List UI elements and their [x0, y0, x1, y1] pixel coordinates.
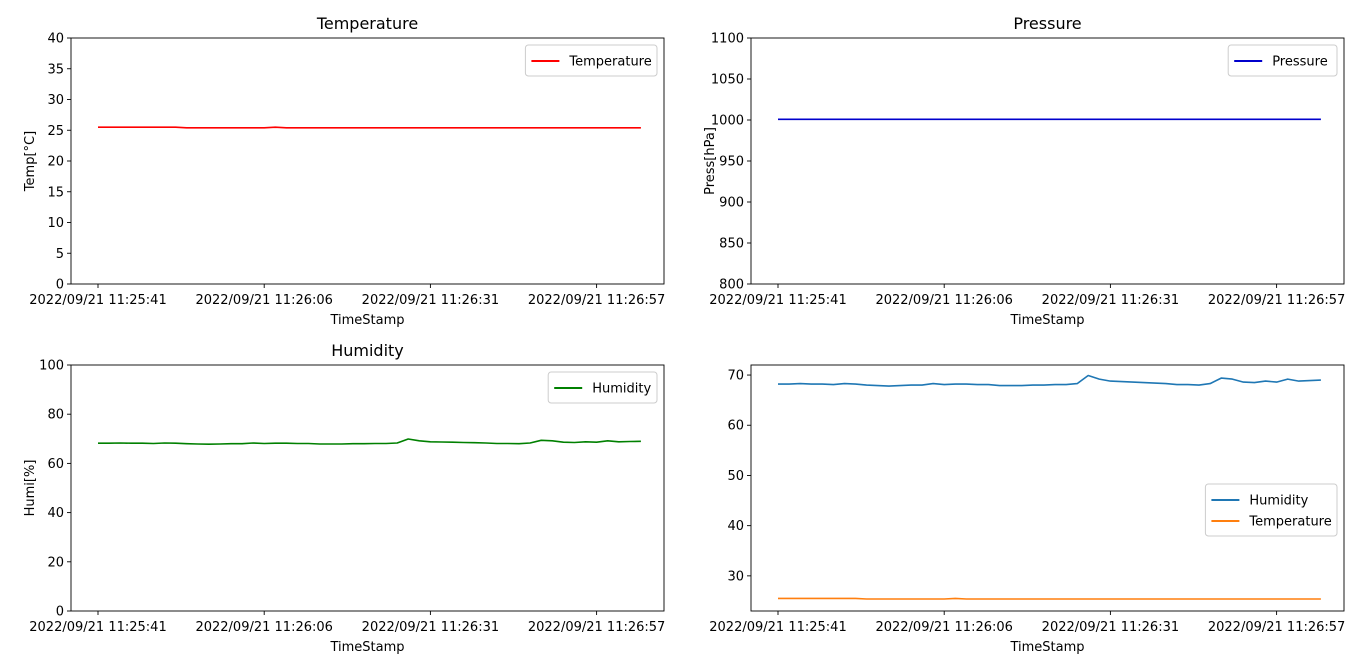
y-axis-label: Press[hPa]: [703, 127, 718, 195]
y-tick-label: 850: [719, 237, 744, 252]
chart-panel-2: 800 850 900 950 1000 1050 1100 2022/09/21 11:25…: [703, 14, 1345, 328]
chart-panel-4: 30 40 50 60 70 2022/09/21 11:25:41 2022/09/21 …: [709, 364, 1345, 655]
y-tick-label: 5: [56, 247, 64, 262]
x-tick-label: 2022/09/21 11:26:57: [528, 293, 665, 308]
x-tick-label: 2022/09/21 11:26:06: [875, 293, 1012, 308]
y-tick-label: 35: [47, 62, 64, 77]
x-tick-label: 2022/09/21 11:26:06: [875, 620, 1012, 635]
y-tick-label: 70: [727, 369, 744, 384]
y-tick-label: 900: [719, 196, 744, 211]
y-tick-label: 15: [47, 185, 64, 200]
x-tick-label: 2022/09/21 11:26:31: [362, 293, 499, 308]
series-line-humidity: [98, 438, 641, 446]
legend: Humidity Temperature: [1204, 483, 1338, 537]
x-axis-label: TimeStamp: [329, 313, 404, 328]
chart-title: Temperature: [316, 14, 418, 33]
x-tick-label: 2022/09/21 11:26:57: [1208, 620, 1345, 635]
chart-title: Pressure: [1013, 14, 1081, 33]
chart-panel-3: 0 20 40 60 80 100 2022/09/21 11:25:41 2022/09/2…: [23, 341, 665, 655]
y-tick-label: 40: [47, 32, 64, 47]
y-axis-label: Temp[°C]: [23, 131, 38, 192]
legend-label: Pressure: [1272, 55, 1328, 70]
y-tick-label: 60: [47, 457, 64, 472]
x-tick-label: 2022/09/21 11:26:57: [528, 620, 665, 635]
y-tick-label: 25: [47, 124, 64, 139]
legend-box: [547, 371, 658, 404]
y-tick-label: 0: [56, 605, 64, 620]
x-tick-label: 2022/09/21 11:25:41: [709, 293, 846, 308]
legend: Humidity: [547, 371, 658, 404]
y-tick-label: 800: [719, 278, 744, 293]
x-tick-label: 2022/09/21 11:26:31: [362, 620, 499, 635]
y-tick-label: 50: [727, 469, 744, 484]
x-axis-label: TimeStamp: [329, 640, 404, 655]
series-line-temperature: [98, 126, 641, 129]
plot-frame: [70, 37, 665, 285]
legend: Pressure: [1227, 44, 1338, 77]
chart-panel-1: 0 5 10 15 20 25 30 35 40 2022/09/21 11:25:41 2022/…: [23, 14, 665, 328]
y-tick-label: 100: [39, 359, 64, 374]
y-tick-label: 10: [47, 216, 64, 231]
x-tick-label: 2022/09/21 11:25:41: [29, 620, 166, 635]
legend-box: [1204, 483, 1338, 537]
x-tick-label: 2022/09/21 11:26:06: [195, 620, 332, 635]
plot-frame: [70, 364, 665, 612]
series-line-temperature: [778, 597, 1321, 600]
y-tick-label: 1050: [711, 73, 744, 88]
x-tick-label: 2022/09/21 11:26:31: [1042, 293, 1179, 308]
y-tick-label: 20: [47, 155, 64, 170]
y-tick-label: 30: [47, 93, 64, 108]
y-tick-label: 80: [47, 408, 64, 423]
y-tick-label: 950: [719, 155, 744, 170]
legend-box: [1227, 44, 1338, 77]
y-tick-label: 40: [727, 519, 744, 534]
x-axis-label: TimeStamp: [1009, 313, 1084, 328]
legend-label: Temperature: [1248, 515, 1331, 530]
legend-box: [524, 44, 658, 77]
y-tick-label: 40: [47, 506, 64, 521]
series-line-humidity: [778, 374, 1321, 387]
y-tick-label: 60: [727, 419, 744, 434]
y-tick-label: 1100: [711, 32, 744, 47]
legend-label: Temperature: [568, 55, 651, 70]
x-tick-label: 2022/09/21 11:25:41: [29, 293, 166, 308]
x-tick-label: 2022/09/21 11:26:31: [1042, 620, 1179, 635]
y-tick-label: 20: [47, 555, 64, 570]
x-axis-label: TimeStamp: [1009, 640, 1084, 655]
y-axis-label: Humi[%]: [23, 460, 38, 517]
legend-label: Humidity: [592, 382, 651, 397]
chart-title: Humidity: [331, 341, 404, 360]
x-tick-label: 2022/09/21 11:25:41: [709, 620, 846, 635]
x-tick-label: 2022/09/21 11:26:57: [1208, 293, 1345, 308]
x-tick-label: 2022/09/21 11:26:06: [195, 293, 332, 308]
legend: Temperature: [524, 44, 658, 77]
y-tick-label: 1000: [711, 114, 744, 129]
y-tick-label: 30: [727, 569, 744, 584]
legend-label: Humidity: [1249, 494, 1308, 509]
y-tick-label: 0: [56, 278, 64, 293]
